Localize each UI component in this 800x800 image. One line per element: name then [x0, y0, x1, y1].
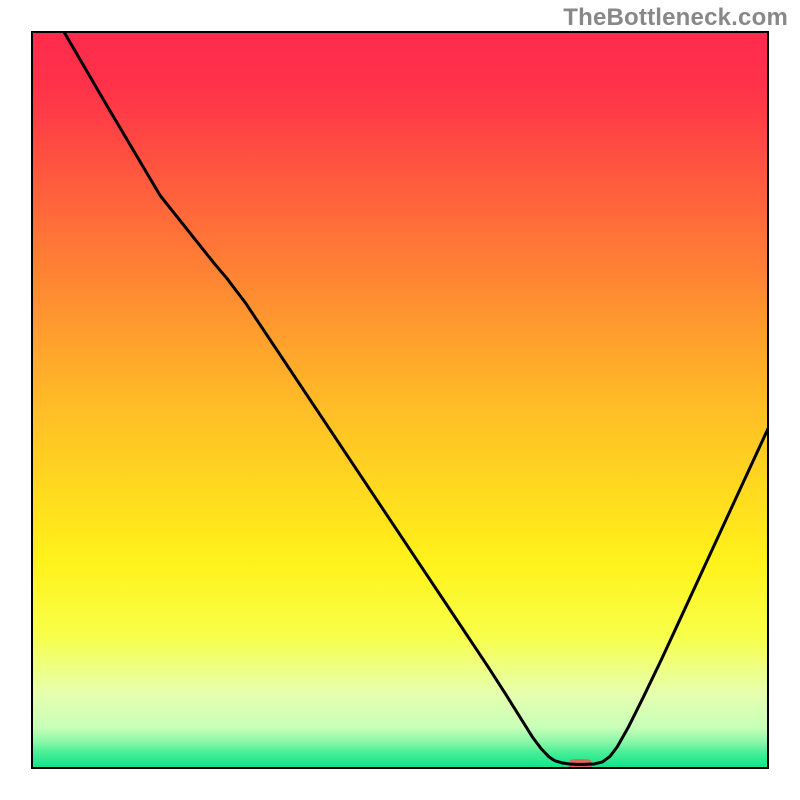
chart-background	[32, 32, 768, 768]
watermark-text: TheBottleneck.com	[563, 4, 788, 32]
chart-container: { "watermark": { "text": "TheBottleneck.…	[0, 0, 800, 800]
bottleneck-chart	[0, 0, 800, 800]
